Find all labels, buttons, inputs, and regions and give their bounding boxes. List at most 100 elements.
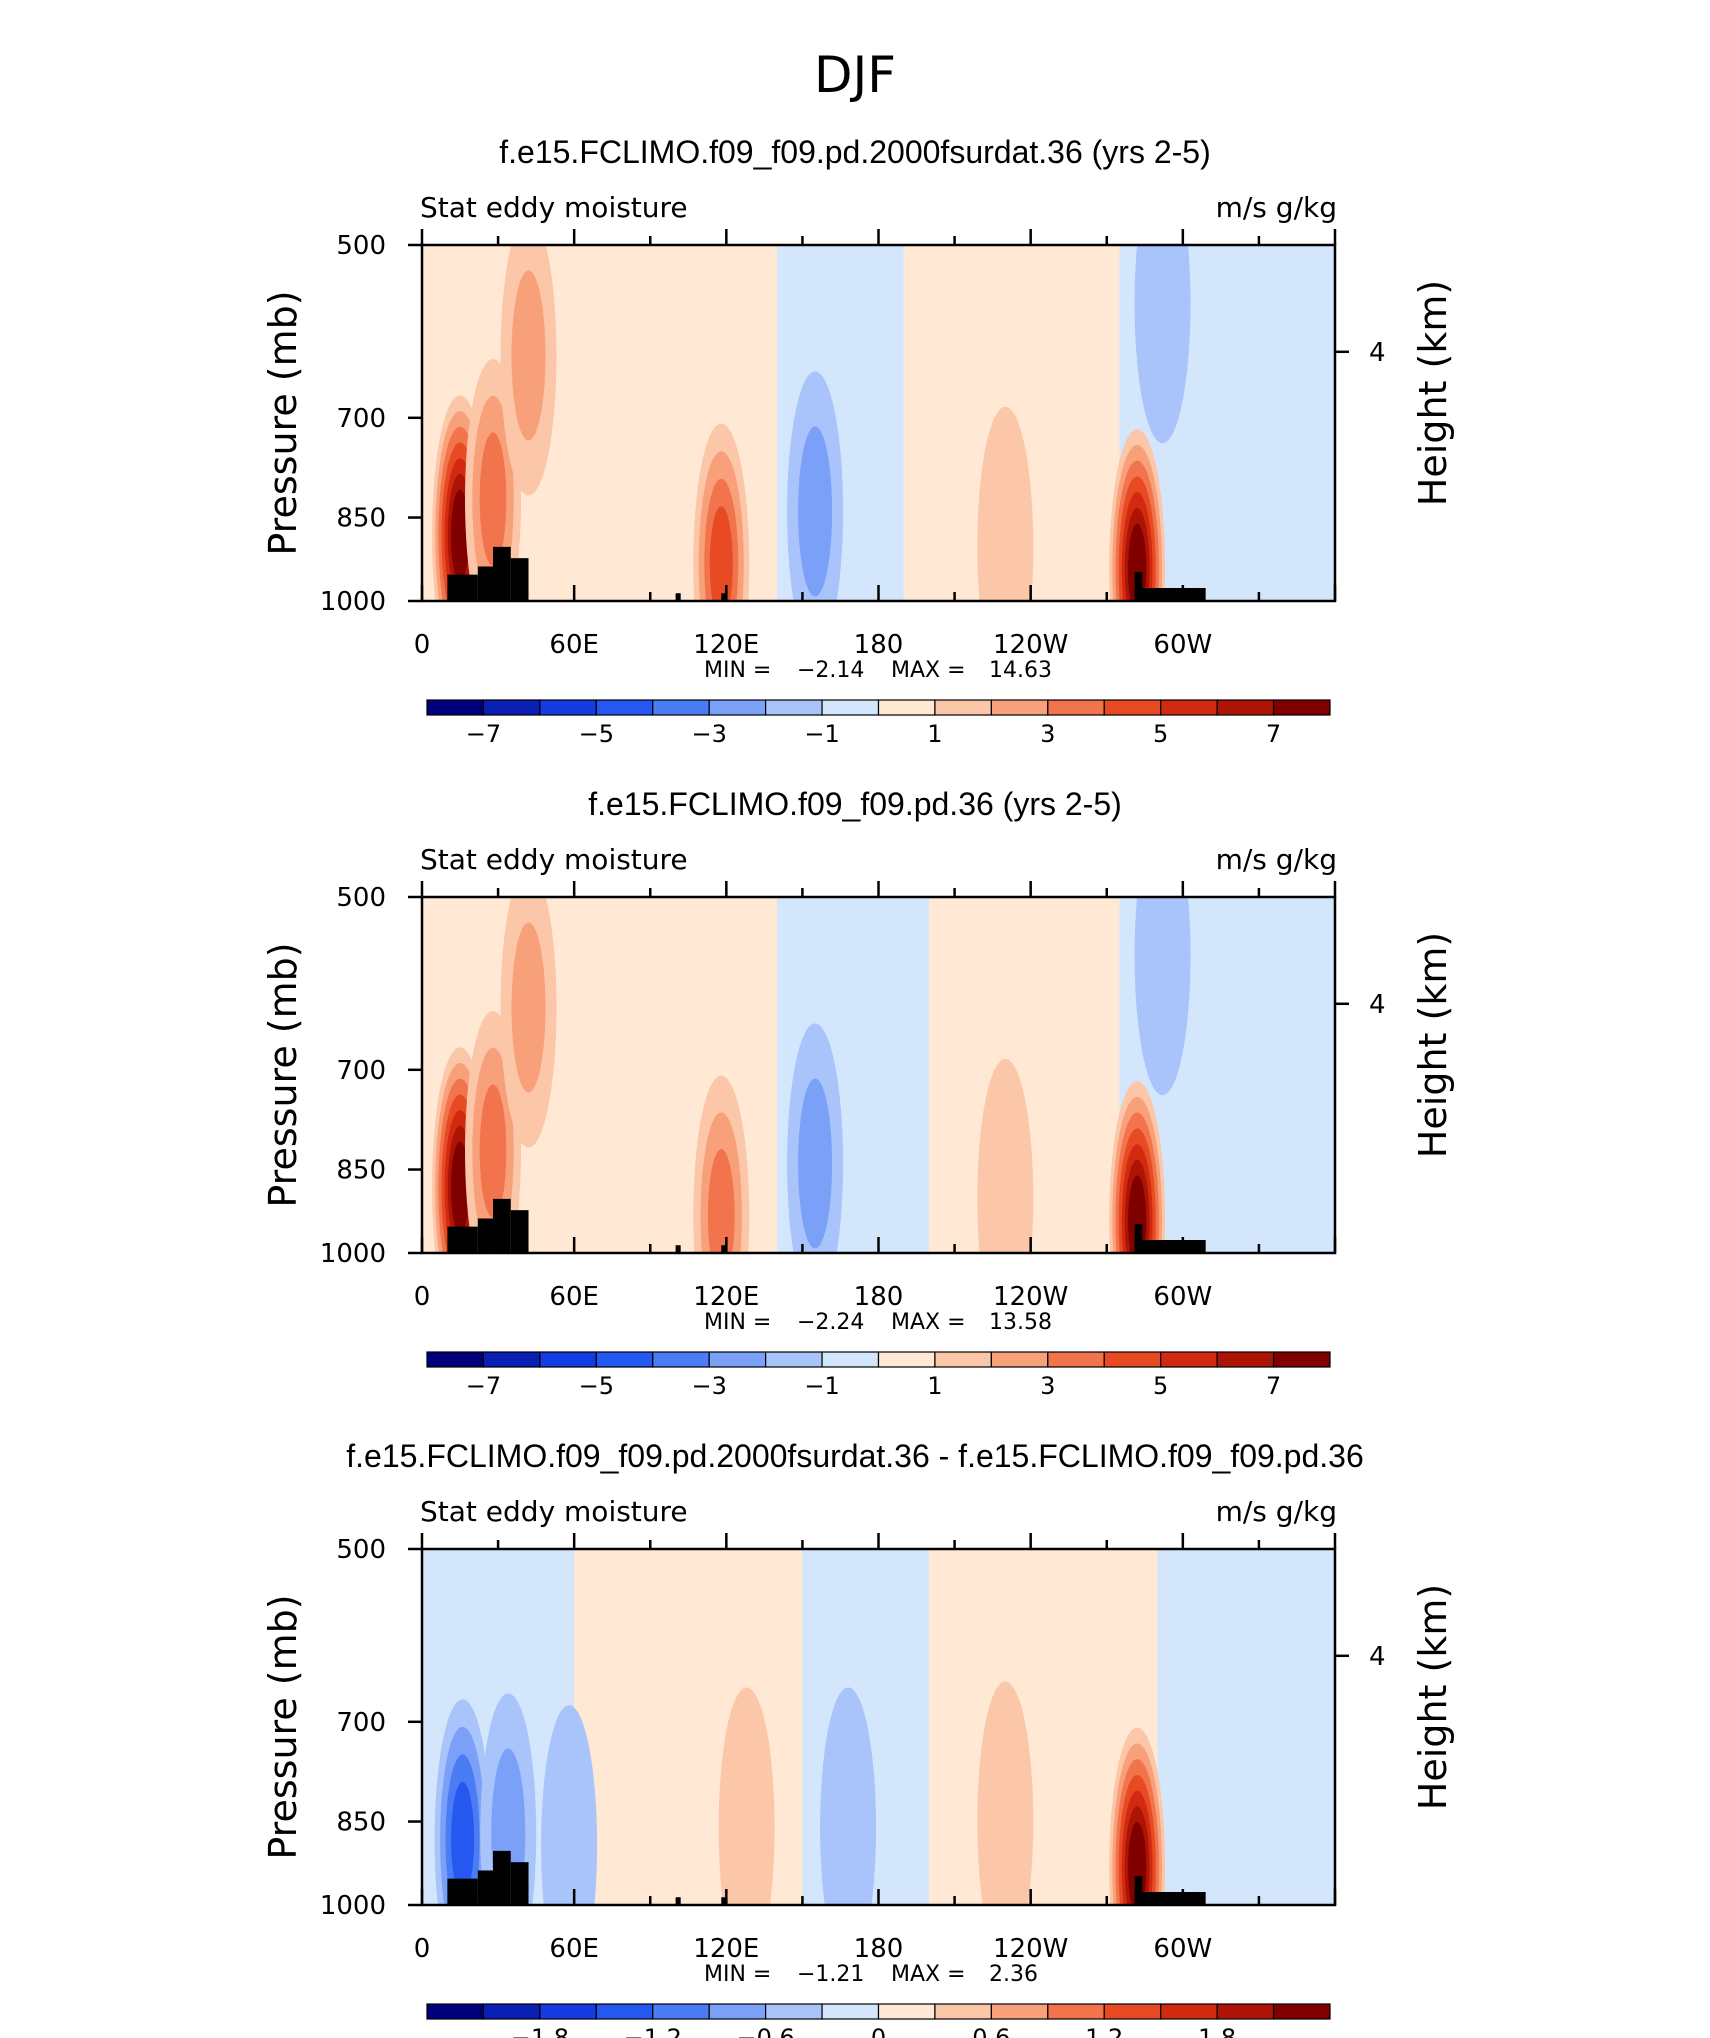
- y-axis-title: Pressure (mb): [261, 1594, 305, 1859]
- topography-block-2: [477, 566, 494, 601]
- topography: [447, 546, 1206, 601]
- contour-field: [422, 897, 1335, 1253]
- field-feature-4: [718, 1687, 775, 1905]
- x-tick-label: 120W: [993, 1282, 1068, 1312]
- colorbar-label: 3: [1040, 720, 1055, 748]
- colorbar-box-10: [934, 699, 992, 716]
- y-tick-label: 850: [336, 1156, 386, 1186]
- min-label: MIN =: [704, 1310, 771, 1335]
- max-value: 14.63: [989, 658, 1052, 683]
- topography-block-3: [493, 546, 511, 601]
- topography-block-8: [1134, 1239, 1206, 1253]
- y-tick-label: 500: [336, 231, 386, 261]
- colorbar-box-14: [1160, 2003, 1218, 2020]
- topography-block-4: [510, 1210, 529, 1253]
- min-value: −2.14: [797, 658, 864, 683]
- colorbar-label: −3: [691, 720, 726, 748]
- topography-block-4: [510, 558, 529, 601]
- colorbar: −7 −5 −3 −1 1 3 5 7: [426, 699, 1331, 748]
- field-feature-1: [434, 1699, 491, 1905]
- topography-block-5: [675, 1897, 681, 1905]
- colorbar-box-15: [1216, 2003, 1275, 2020]
- x-tick-label: 120W: [993, 630, 1068, 660]
- max-label: MAX =: [891, 658, 966, 683]
- field-feature-4: [693, 423, 750, 601]
- y-tick-label: 1000: [320, 587, 386, 617]
- colorbar-box-7: [765, 699, 823, 716]
- y-tick-label: 500: [336, 1535, 386, 1565]
- field-feature-6: [1109, 1081, 1166, 1253]
- colorbar-label: −5: [579, 1372, 614, 1400]
- x-tick-label: 180: [854, 1282, 904, 1312]
- topography: [447, 1198, 1206, 1253]
- y-axis-title: Pressure (mb): [261, 290, 305, 555]
- colorbar-box-9: [877, 699, 936, 716]
- colorbar-box-15: [1216, 1351, 1275, 1368]
- topography-block-7: [1134, 1223, 1143, 1253]
- x-tick-label: 0: [414, 1282, 431, 1312]
- figure-title: DJF: [814, 46, 896, 104]
- topography-block-5: [675, 1245, 681, 1253]
- colorbar-box-2: [482, 2003, 541, 2020]
- x-tick-label: 120E: [693, 630, 759, 660]
- topography-block-5: [675, 593, 681, 601]
- colorbar-label: −0.6: [736, 2024, 794, 2038]
- colorbar-box-3: [539, 1351, 597, 1368]
- colorbar-box-3: [539, 2003, 597, 2020]
- topography-block-1: [447, 1226, 478, 1253]
- x-tick-label: 180: [854, 630, 904, 660]
- colorbar-box-14: [1160, 1351, 1218, 1368]
- colorbar-box-13: [1103, 699, 1162, 716]
- colorbar-label: 1: [927, 720, 942, 748]
- topography-block-1: [447, 1878, 478, 1905]
- colorbar-box-5: [652, 1351, 710, 1368]
- contour-field: [422, 245, 1335, 601]
- colorbar-box-12: [1047, 1351, 1105, 1368]
- colorbar-box-11: [990, 1351, 1049, 1368]
- min-value: −1.21: [797, 1962, 864, 1987]
- topography-block-8: [1134, 587, 1206, 601]
- colorbar-label: −1: [804, 1372, 839, 1400]
- y-right-tick-label: 4: [1369, 338, 1386, 368]
- colorbar-label: −7: [466, 1372, 501, 1400]
- y-tick-label: 700: [336, 1708, 386, 1738]
- topography-block-6: [721, 1897, 727, 1905]
- y-tick-label: 700: [336, 404, 386, 434]
- field-feature-5: [787, 371, 844, 601]
- min-label: MIN =: [704, 1962, 771, 1987]
- topography-block-7: [1134, 1875, 1143, 1905]
- colorbar-label: 0: [871, 2024, 886, 2038]
- min-value: −2.24: [797, 1310, 864, 1335]
- chart-panel-1: f.e15.FCLIMO.f09_f09.pd.2000fsurdat.36 (…: [261, 134, 1455, 748]
- colorbar: −1.8 −1.2 −0.6 0 0.6 1.2 1.8: [426, 2003, 1331, 2038]
- colorbar-box-14: [1160, 699, 1218, 716]
- colorbar-label: −7: [466, 720, 501, 748]
- y-axis-title: Pressure (mb): [261, 942, 305, 1207]
- colorbar-label: 0.6: [972, 2024, 1010, 2038]
- colorbar-label: −1.2: [624, 2024, 682, 2038]
- topography-block-4: [510, 1862, 529, 1905]
- right-string: m/s g/kg: [1216, 191, 1337, 224]
- colorbar-label: 5: [1153, 720, 1168, 748]
- colorbar-label: 7: [1266, 720, 1281, 748]
- colorbar-label: −3: [691, 1372, 726, 1400]
- topography-block-7: [1134, 571, 1143, 601]
- colorbar-box-11: [990, 2003, 1049, 2020]
- colorbar-box-12: [1047, 699, 1105, 716]
- colorbar-box-16: [1272, 1351, 1331, 1368]
- topography-block-6: [721, 593, 727, 601]
- colorbar-label: 3: [1040, 1372, 1055, 1400]
- max-label: MAX =: [891, 1310, 966, 1335]
- colorbar-box-4: [595, 2003, 654, 2020]
- field-feature-7: [1134, 897, 1191, 1096]
- colorbar-box-2: [482, 1351, 541, 1368]
- colorbar-box-1: [426, 699, 485, 716]
- y-right-axis-title: Height (km): [1411, 280, 1455, 506]
- colorbar-box-10: [934, 2003, 992, 2020]
- colorbar-label: 1: [927, 1372, 942, 1400]
- right-string: m/s g/kg: [1216, 1495, 1337, 1528]
- y-right-tick-label: 4: [1369, 1642, 1386, 1672]
- topography-block-3: [493, 1198, 511, 1253]
- topography-block-6: [721, 1245, 727, 1253]
